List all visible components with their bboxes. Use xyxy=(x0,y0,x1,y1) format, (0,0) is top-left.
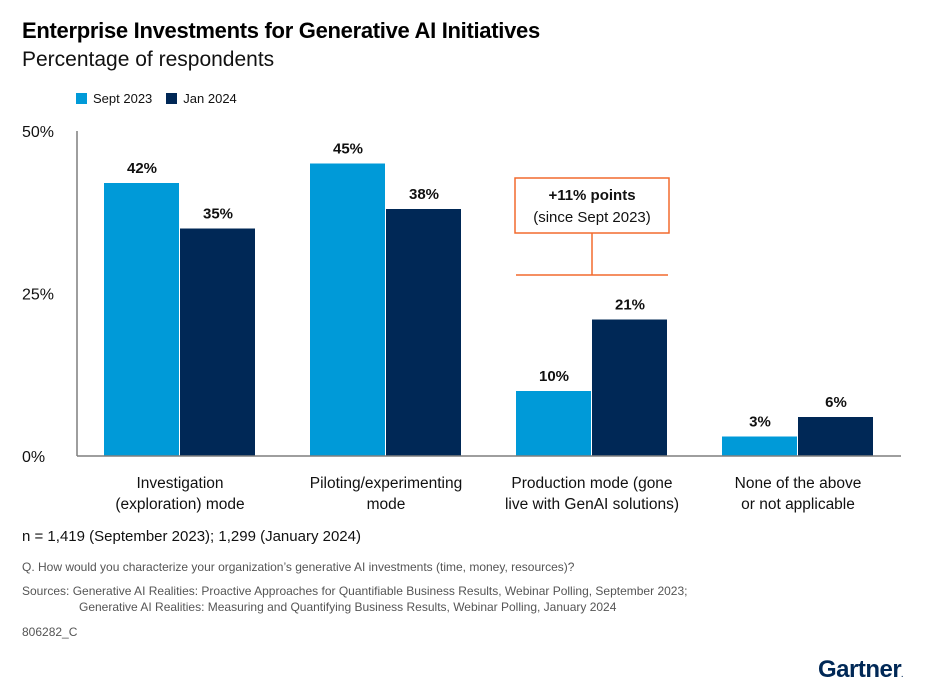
annotation-line-1: +11% points xyxy=(548,187,635,204)
y-tick-label: 50% xyxy=(22,124,54,141)
x-tick-label: or not applicable xyxy=(741,496,855,513)
annotation-box xyxy=(514,177,670,234)
bar-jan-2024 xyxy=(386,209,461,456)
x-tick-label: Piloting/experimenting xyxy=(310,475,463,492)
legend-item-jan-2024: Jan 2024 xyxy=(166,91,237,106)
x-tick-label: mode xyxy=(367,496,406,513)
y-tick-label: 25% xyxy=(22,287,54,304)
legend-label-jan-2024: Jan 2024 xyxy=(183,91,237,106)
legend-item-sept-2023: Sept 2023 xyxy=(76,91,152,106)
legend-swatch-jan-2024 xyxy=(166,93,178,104)
x-tick-label: Production mode (gone xyxy=(511,475,672,492)
bar-jan-2024 xyxy=(798,417,873,456)
logo-text: Gartner xyxy=(818,656,902,683)
chart-title: Enterprise Investments for Generative AI… xyxy=(22,18,540,43)
bar-sept-2023 xyxy=(722,436,797,456)
sources-line-2: Generative AI Realities: Measuring and Q… xyxy=(79,600,617,614)
x-tick-label: (exploration) mode xyxy=(115,496,244,513)
x-tick-label: None of the above xyxy=(735,475,862,492)
bar-value-label: 6% xyxy=(825,394,847,411)
gartner-logo: Gartner. xyxy=(818,656,903,684)
bar-sept-2023 xyxy=(310,163,385,456)
legend: Sept 2023 Jan 2024 xyxy=(76,91,251,106)
bar-value-label: 38% xyxy=(409,186,439,203)
bar-value-label: 10% xyxy=(539,368,569,385)
annotation-line-2: (since Sept 2023) xyxy=(533,209,651,226)
document-code: 806282_C xyxy=(22,625,78,639)
bar-sept-2023 xyxy=(104,183,179,456)
bar-value-label: 35% xyxy=(203,206,233,223)
y-tick-label: 0% xyxy=(22,449,45,466)
chart-subtitle: Percentage of respondents xyxy=(22,48,275,71)
x-tick-label: Investigation xyxy=(136,475,223,492)
survey-question: Q. How would you characterize your organ… xyxy=(22,560,575,574)
sources-line-1: Sources: Generative AI Realities: Proact… xyxy=(22,584,688,598)
sample-size-note: n = 1,419 (September 2023); 1,299 (Janua… xyxy=(22,528,361,545)
legend-label-sept-2023: Sept 2023 xyxy=(93,91,153,106)
bar-jan-2024 xyxy=(180,228,255,456)
x-tick-label: live with GenAI solutions) xyxy=(505,496,679,513)
bar-value-label: 3% xyxy=(749,414,771,431)
bar-value-label: 45% xyxy=(333,141,363,158)
bar-jan-2024 xyxy=(592,319,667,456)
sources: Sources: Generative AI Realities: Proact… xyxy=(22,583,687,615)
bar-sept-2023 xyxy=(516,391,591,456)
logo-mark: . xyxy=(901,672,903,679)
bar-value-label: 42% xyxy=(127,160,157,177)
bar-chart: 0% 25% 50% 42% 35% Investigation (exploration)… xyxy=(22,124,901,513)
legend-swatch-sept-2023 xyxy=(76,93,87,104)
bar-value-label: 21% xyxy=(615,297,645,314)
